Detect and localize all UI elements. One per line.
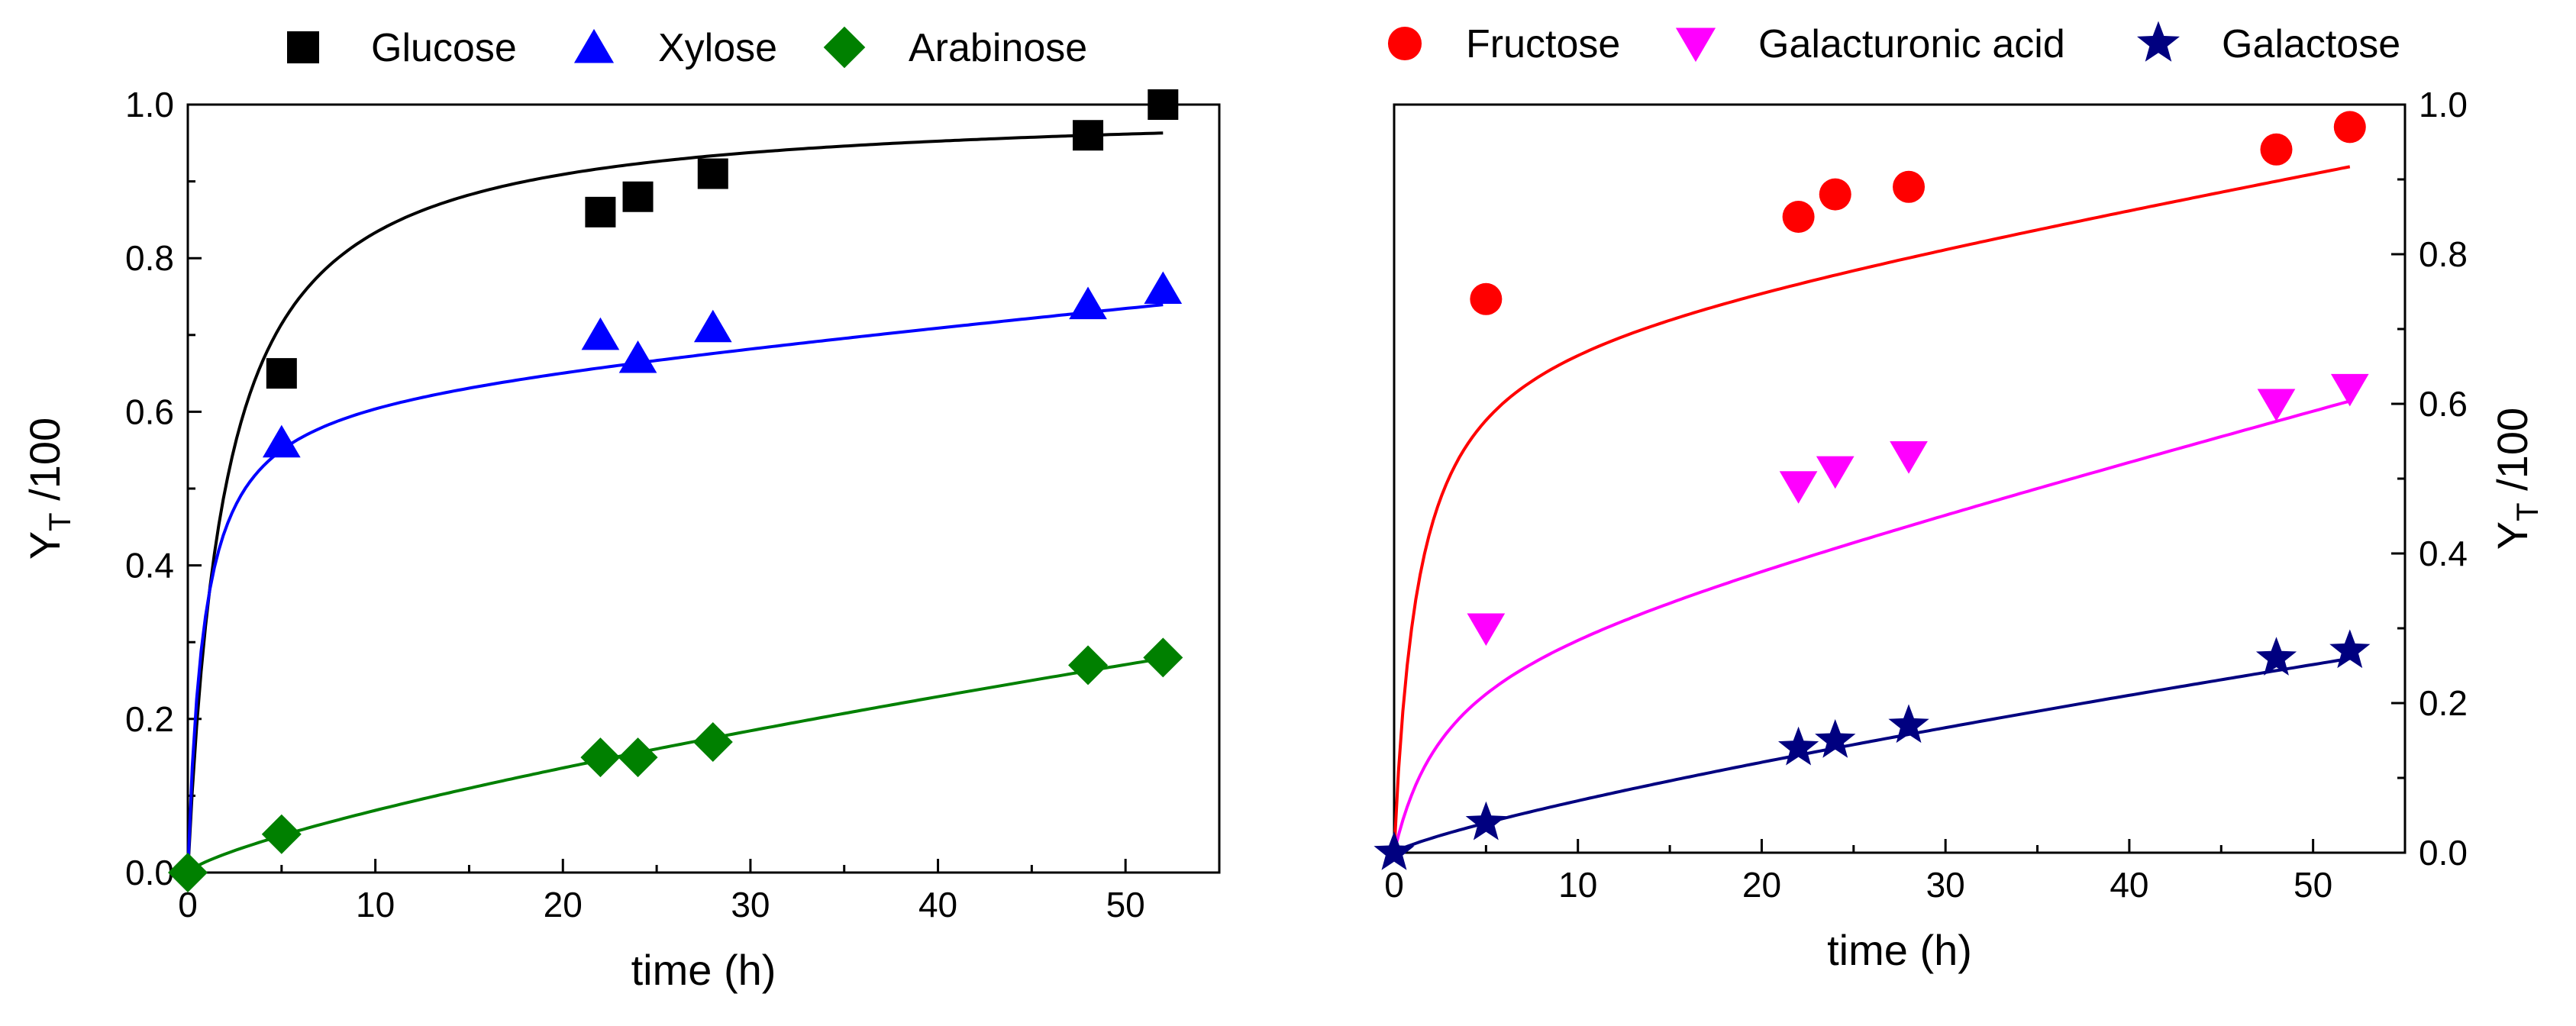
left-y-tick-label: 1.0 xyxy=(125,85,174,124)
galactose-fit-line xyxy=(1393,657,2351,854)
glucose-data-point xyxy=(585,196,616,227)
glucose-legend-label: Glucose xyxy=(371,26,517,70)
galacturonic-acid-data-point xyxy=(2257,389,2296,421)
arabinose-data-point xyxy=(1143,637,1183,678)
glucose-data-point xyxy=(697,158,728,189)
right-x-tick-label: 0 xyxy=(1384,865,1404,905)
xylose-data-point xyxy=(618,340,657,373)
galactose-legend-label: Galactose xyxy=(2222,22,2400,66)
glucose-data-point xyxy=(622,181,654,212)
xylose-data-point xyxy=(1144,271,1183,304)
left-x-axis-label: time (h) xyxy=(631,946,776,994)
galacturonic-acid-legend-label: Galacturonic acid xyxy=(1758,22,2065,66)
galactose-data-point xyxy=(1778,726,1819,766)
xylose-data-point xyxy=(262,424,301,458)
galacturonic-acid-fit-line xyxy=(1393,399,2351,853)
fructose-data-point xyxy=(1470,282,1503,315)
xylose-data-point xyxy=(581,317,620,350)
galacturonic-acid-data-point xyxy=(1779,471,1818,504)
fructose-fit-line xyxy=(1393,165,2351,853)
left-x-tick-label: 50 xyxy=(1106,885,1145,924)
fructose-legend-label: Fructose xyxy=(1466,22,1620,66)
right-y-axis-label: YT /100 xyxy=(2488,408,2545,550)
galactose-data-point xyxy=(1888,704,1929,744)
left-y-tick-label: 0.0 xyxy=(125,853,174,892)
fructose-legend-marker xyxy=(1387,26,1422,61)
arabinose-data-point xyxy=(168,853,208,892)
arabinose-legend-marker xyxy=(823,26,866,69)
arabinose-data-point xyxy=(692,721,733,762)
left-plot-frame xyxy=(186,103,1221,874)
left-y-tick-label: 0.2 xyxy=(125,699,174,739)
right-chart-panel: 0 10 20 30 40 50 0.0 0.2 0.4 0.6 0.8 1.0 time (h) YT … xyxy=(1374,21,2545,974)
right-x-tick-label: 10 xyxy=(1558,865,1597,905)
right-y-tick-label: 1.0 xyxy=(2419,85,2468,124)
right-x-tick-label: 20 xyxy=(1742,865,1781,905)
xylose-fit-line xyxy=(186,303,1164,873)
right-x-axis-label: time (h) xyxy=(1827,926,1972,974)
right-x-tick-label: 30 xyxy=(1926,865,1965,905)
galactose-data-point xyxy=(2255,637,2297,676)
left-x-tick-label: 40 xyxy=(918,885,957,924)
left-x-tick-label: 20 xyxy=(544,885,583,924)
glucose-data-point xyxy=(1073,120,1104,151)
galacturonic-acid-data-point xyxy=(1890,441,1928,474)
galactose-data-point xyxy=(1815,719,1856,758)
right-y-tick-label: 0.6 xyxy=(2419,384,2468,424)
arabinose-data-point xyxy=(580,737,621,778)
galacturonic-acid-legend-marker xyxy=(1675,27,1716,63)
xylose-data-point xyxy=(693,309,732,343)
right-x-tick-label: 50 xyxy=(2294,865,2332,905)
left-x-tick-label: 30 xyxy=(731,885,770,924)
arabinose-data-point xyxy=(618,737,658,778)
right-y-tick-label: 0.0 xyxy=(2419,833,2468,873)
galacturonic-acid-data-point xyxy=(1816,456,1855,489)
xylose-legend-label: Xylose xyxy=(658,26,777,70)
fructose-data-point xyxy=(1782,201,1815,233)
glucose-legend-marker xyxy=(287,31,319,63)
xylose-legend-marker xyxy=(573,28,615,63)
galactose-data-point xyxy=(2329,629,2371,669)
galacturonic-acid-data-point xyxy=(2330,373,2369,407)
right-x-tick-label: 40 xyxy=(2110,865,2148,905)
right-y-tick-label: 0.4 xyxy=(2419,534,2468,573)
xylose-data-point xyxy=(1069,286,1107,320)
right-y-tick-label: 0.2 xyxy=(2419,683,2468,723)
left-y-tick-label: 0.8 xyxy=(125,238,174,278)
fructose-data-point xyxy=(2333,111,2366,144)
galactose-data-point xyxy=(1465,801,1506,840)
glucose-data-point xyxy=(1148,89,1179,120)
galactose-data-point xyxy=(1374,831,1415,870)
galacturonic-acid-data-point xyxy=(1467,613,1506,646)
left-y-axis-label: YT /100 xyxy=(21,418,77,560)
arabinose-data-point xyxy=(1068,645,1109,686)
arabinose-fit-line xyxy=(186,657,1164,874)
fructose-data-point xyxy=(2260,133,2293,166)
left-x-tick-label: 10 xyxy=(356,885,395,924)
right-y-tick-label: 0.8 xyxy=(2419,234,2468,274)
fructose-data-point xyxy=(1893,170,1926,203)
arabinose-data-point xyxy=(261,814,302,854)
glucose-fit-line xyxy=(186,131,1164,873)
fructose-data-point xyxy=(1819,178,1851,211)
left-y-tick-label: 0.6 xyxy=(125,392,174,431)
galactose-legend-marker xyxy=(2137,21,2180,62)
left-y-tick-label: 0.4 xyxy=(125,546,174,586)
arabinose-legend-label: Arabinose xyxy=(909,26,1087,70)
glucose-data-point xyxy=(266,358,297,389)
